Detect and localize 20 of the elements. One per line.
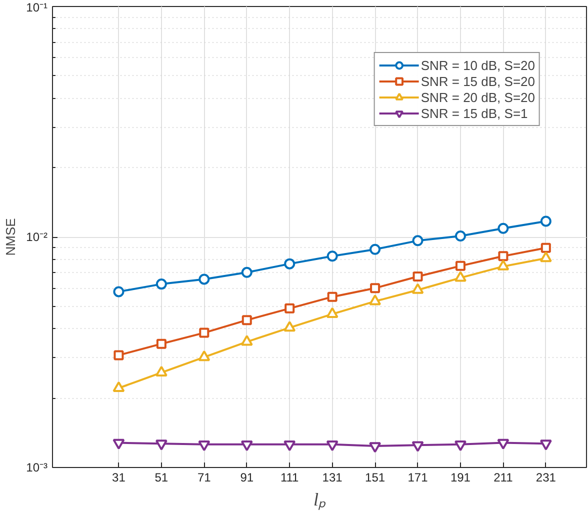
x-tick-label: 71 [197, 470, 212, 484]
x-tick-label: 31 [112, 470, 126, 484]
y-tick-label: 10⁻¹ [26, 0, 48, 14]
x-tick-label: 91 [240, 470, 254, 484]
legend-label: SNR = 15 dB, S=20 [420, 73, 535, 89]
y-axis-title: NMSE [3, 218, 18, 256]
legend-label: SNR = 10 dB, S=20 [420, 57, 535, 73]
x-tick-label: 131 [322, 470, 343, 484]
y-tick-label: 10⁻² [26, 230, 48, 244]
x-tick-label: 111 [280, 470, 300, 484]
x-tick-label: 151 [365, 470, 386, 484]
y-tick-label: 10⁻³ [26, 460, 48, 474]
x-tick-label: 51 [154, 470, 168, 484]
x-tick-label: 211 [494, 470, 514, 484]
x-tick-label: 171 [408, 470, 428, 484]
legend-label: SNR = 15 dB, S=1 [420, 105, 528, 121]
x-tick-label: 231 [536, 470, 556, 484]
x-tick-label: 191 [450, 470, 471, 484]
x-axis-title: lₚ [314, 490, 326, 510]
legend-label: SNR = 20 dB, S=20 [420, 89, 535, 105]
